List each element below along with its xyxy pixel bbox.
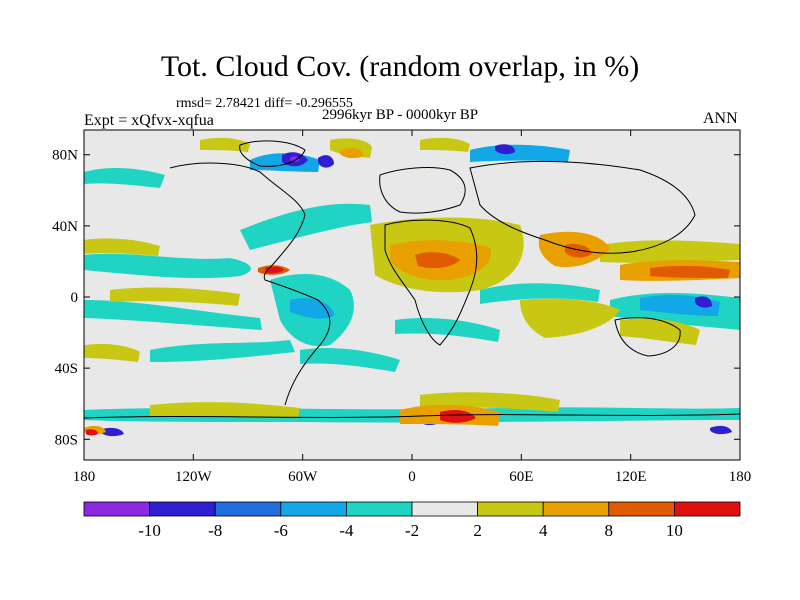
anomaly-region xyxy=(110,287,240,306)
y-tick-label: 80N xyxy=(52,148,78,164)
anomaly-region xyxy=(84,343,140,362)
y-tick-label: 80S xyxy=(55,432,78,448)
colorbar-label: -6 xyxy=(274,521,288,540)
map-title: Tot. Cloud Cov. (random overlap, in %) xyxy=(160,50,640,83)
y-tick-label: 40S xyxy=(55,361,78,377)
anomaly-region xyxy=(600,240,740,263)
colorbar-box xyxy=(214,501,282,517)
anomaly-region xyxy=(84,300,262,330)
coastlines xyxy=(84,140,740,419)
stats-text: rmsd= 2.78421 diff= -0.296555 xyxy=(176,96,353,111)
x-tick-label: 120E xyxy=(615,469,647,485)
colorbar-box xyxy=(83,501,150,517)
colorbar-label: -8 xyxy=(208,521,222,540)
colorbar-box xyxy=(477,501,544,517)
anomaly-region xyxy=(565,244,592,258)
colorbar-label: 8 xyxy=(605,521,614,540)
anomaly-region xyxy=(520,298,620,338)
colorbar-box xyxy=(345,501,413,517)
anomaly-region xyxy=(84,253,251,279)
anomaly-region xyxy=(340,148,364,159)
colorbar-label: -4 xyxy=(339,521,354,540)
anomaly-region xyxy=(240,203,372,250)
period-text: 2996kyr BP - 0000kyr BP xyxy=(322,107,479,123)
x-tick-label: 180 xyxy=(73,469,96,485)
colorbar-label: 2 xyxy=(473,521,482,540)
x-tick-label: 180 xyxy=(729,469,752,485)
experiment-label: Expt = xQfvx-xqfua xyxy=(84,112,214,129)
anomaly-region xyxy=(415,252,460,268)
anomaly-region xyxy=(84,238,160,256)
anomaly-region xyxy=(480,283,600,304)
colorbar-box xyxy=(280,501,347,517)
anomaly-region xyxy=(495,144,515,155)
colorbar-box xyxy=(411,501,478,517)
colorbar-label: -2 xyxy=(405,521,419,540)
colorbar-box xyxy=(149,501,216,517)
y-tick-label: 40N xyxy=(52,219,78,235)
y-tick-label: 0 xyxy=(71,290,79,306)
anomaly-region xyxy=(318,155,334,168)
anomaly-region xyxy=(620,318,700,345)
anomaly-region xyxy=(150,402,300,418)
anomaly-region xyxy=(300,348,400,372)
colorbar-box xyxy=(542,501,610,517)
anomaly-field xyxy=(84,137,740,437)
colorbar-label: 10 xyxy=(666,521,683,540)
x-tick-label: 0 xyxy=(408,469,416,485)
anomaly-region xyxy=(86,429,98,436)
colorbar-box xyxy=(608,501,675,517)
anomaly-region xyxy=(650,265,730,278)
anomaly-region xyxy=(695,296,712,308)
colorbar-label: -10 xyxy=(138,521,161,540)
anomaly-region xyxy=(200,137,250,152)
colorbar-label: 4 xyxy=(539,521,548,540)
anomaly-region xyxy=(395,318,500,342)
anomaly-region xyxy=(290,298,335,319)
anomaly-region xyxy=(84,168,165,188)
anomaly-region xyxy=(710,425,732,435)
x-axis: 180 120W 60W 0 60E 120E 180 xyxy=(73,130,752,485)
x-tick-label: 60W xyxy=(288,469,318,485)
colorbar: -10 -8 -6 -4 -2 2 4 8 10 xyxy=(83,501,741,540)
anomaly-region xyxy=(100,427,124,437)
anomaly-region xyxy=(440,410,476,423)
x-tick-label: 120W xyxy=(175,469,213,485)
x-tick-label: 60E xyxy=(509,469,533,485)
season-label: ANN xyxy=(703,110,738,127)
anomaly-region xyxy=(420,137,470,152)
anomaly-region xyxy=(290,156,300,162)
y-axis: 80N 40N 0 40S 80S xyxy=(52,148,740,448)
anomaly-region xyxy=(150,340,295,362)
colorbar-box xyxy=(674,501,741,517)
